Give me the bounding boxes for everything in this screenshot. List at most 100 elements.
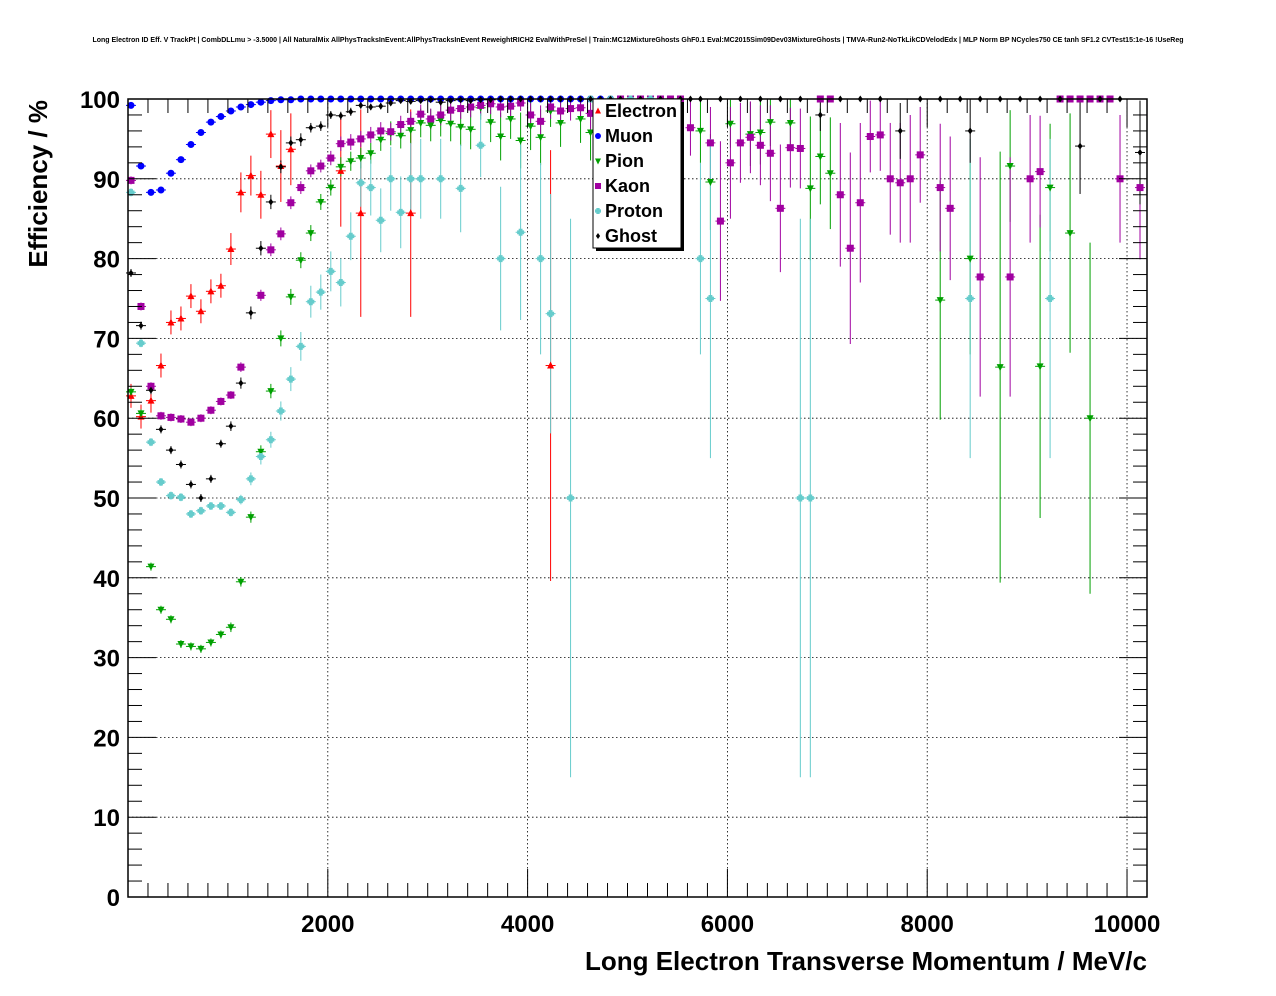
y-tick-label: 60 <box>93 406 120 433</box>
kaon-point <box>357 135 365 143</box>
pion-point <box>517 137 525 145</box>
ghost-point <box>438 98 444 106</box>
kaon-point <box>337 140 345 148</box>
electron-point <box>237 188 245 196</box>
pion-point <box>1036 363 1044 371</box>
pion-point <box>267 388 275 396</box>
electron-point <box>177 314 185 322</box>
ghost-point <box>198 494 204 502</box>
kaon-point <box>796 144 804 152</box>
pion-point <box>377 136 385 144</box>
pion-point <box>297 257 305 265</box>
proton-point <box>257 453 265 461</box>
ghost-point <box>458 96 464 104</box>
kaon-point <box>846 244 854 252</box>
pion-point <box>966 255 974 263</box>
muon-point <box>227 107 235 115</box>
proton-point <box>337 279 345 287</box>
pion-point <box>936 297 944 305</box>
electron-point <box>257 190 265 198</box>
kaon-point <box>327 154 335 162</box>
kaon-point <box>467 103 475 111</box>
kaon-point <box>347 138 355 146</box>
kaon-point <box>477 101 485 109</box>
kaon-point <box>487 100 495 108</box>
ghost-point <box>268 198 274 206</box>
pion-point <box>467 126 475 134</box>
pion-point <box>417 119 425 127</box>
pion-point <box>367 150 375 158</box>
pion-point <box>756 129 764 137</box>
ghost-point <box>288 139 294 147</box>
pion-point <box>167 616 175 624</box>
pion-point <box>237 578 245 586</box>
x-axis-label: Long Electron Transverse Momentum / MeV/… <box>585 946 1147 976</box>
kaon-point <box>776 204 784 212</box>
pion-point <box>337 163 345 171</box>
ghost-point <box>228 422 234 430</box>
proton-point <box>227 508 235 516</box>
pion-point <box>147 563 155 571</box>
pion-point <box>487 119 495 127</box>
kaon-point <box>307 167 315 175</box>
kaon-point <box>207 406 215 414</box>
electron-point <box>267 130 275 138</box>
kaon-point <box>497 103 505 111</box>
legend: Electron Muon Pion Kaon Proton Ghost <box>592 98 684 251</box>
proton-point <box>497 255 505 263</box>
kaon-point <box>726 159 734 167</box>
proton-point <box>167 492 175 500</box>
legend-marker-muon <box>595 133 601 139</box>
pion-point <box>766 119 774 127</box>
ghost-point <box>248 309 254 317</box>
kaon-point <box>537 117 545 125</box>
proton-point <box>327 267 335 275</box>
pion-point <box>527 123 535 131</box>
ghost-point <box>218 440 224 448</box>
data-markers <box>127 95 1144 653</box>
legend-marker-proton <box>595 208 601 215</box>
electron-point <box>187 292 195 300</box>
kaon-point <box>1026 175 1034 183</box>
proton-point <box>127 188 135 196</box>
pion-point <box>806 185 814 193</box>
ghost-point <box>178 460 184 468</box>
kaon-point <box>127 176 135 184</box>
kaon-point <box>916 151 924 159</box>
proton-point <box>417 175 425 183</box>
ghost-point <box>318 122 324 130</box>
kaon-point <box>407 117 415 125</box>
kaon-point <box>187 418 195 426</box>
proton-point <box>187 510 195 518</box>
proton-point <box>547 310 555 318</box>
pion-point <box>407 127 415 135</box>
y-tick-label: 10 <box>93 805 120 832</box>
proton-point <box>407 175 415 183</box>
proton-point <box>437 175 445 183</box>
proton-point <box>207 502 215 510</box>
kaon-point <box>197 414 205 422</box>
pion-point <box>327 184 335 192</box>
y-tick-label: 100 <box>80 87 120 114</box>
kaon-point <box>277 230 285 238</box>
pion-point <box>357 155 365 163</box>
ghost-point <box>168 446 174 454</box>
y-tick-label: 50 <box>93 486 120 513</box>
ghost-point <box>148 386 154 394</box>
pion-point <box>347 158 355 166</box>
y-tick-label: 20 <box>93 725 120 752</box>
kaon-point <box>227 391 235 399</box>
ghost-point <box>478 96 484 104</box>
muon-point <box>167 169 175 177</box>
muon-point <box>267 97 275 105</box>
kaon-point <box>157 412 165 420</box>
proton-point <box>377 216 385 224</box>
ghost-point <box>967 127 973 135</box>
ghost-point <box>258 244 264 252</box>
kaon-point <box>746 133 754 141</box>
legend-marker-ghost <box>595 233 601 239</box>
y-tick-label: 30 <box>93 646 120 673</box>
proton-point <box>1046 295 1054 303</box>
electron-point <box>147 396 155 404</box>
proton-point <box>147 438 155 446</box>
